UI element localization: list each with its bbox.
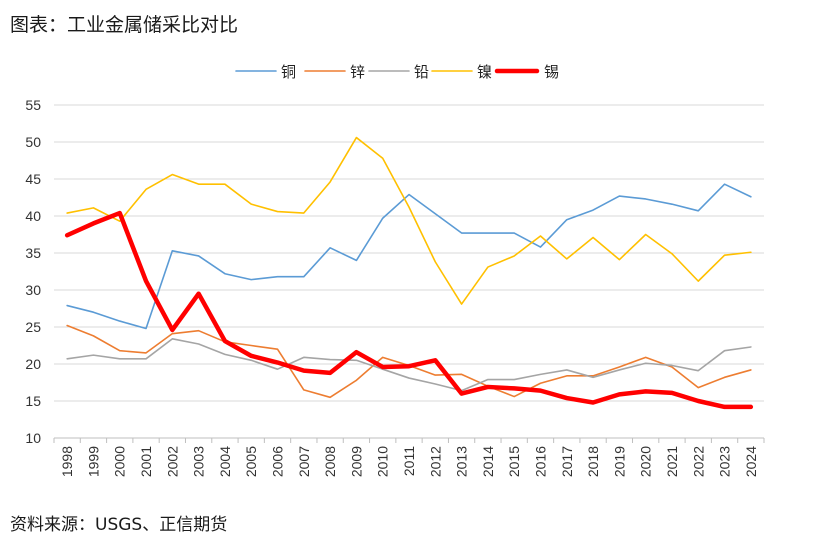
x-tick-label: 1998 (59, 446, 75, 477)
chart-title: 图表：工业金属储采比对比 (10, 14, 239, 36)
x-tick-label: 2006 (270, 446, 286, 477)
legend-label: 铅 (414, 63, 429, 81)
x-tick-label: 2018 (585, 446, 601, 477)
x-tick-label: 2005 (243, 446, 259, 477)
series-line-铅 (66, 338, 752, 392)
y-tick-label: 35 (25, 245, 41, 261)
y-tick-label: 40 (25, 208, 41, 224)
y-tick-label: 50 (25, 134, 41, 150)
x-tick-label: 2004 (217, 446, 233, 477)
series-line-镍 (66, 136, 752, 305)
x-tick-label: 2010 (375, 446, 391, 477)
x-tick-label: 2012 (427, 446, 443, 477)
x-tick-label: 2015 (506, 446, 522, 477)
x-tick-label: 2009 (348, 446, 364, 477)
series-line-锌 (66, 324, 752, 399)
x-tick-label: 2013 (454, 446, 470, 477)
x-tick-label: 2021 (664, 446, 680, 477)
y-tick-label: 10 (25, 430, 41, 446)
y-tick-label: 45 (25, 171, 41, 187)
x-tick-label: 2024 (743, 446, 759, 477)
y-tick-label: 30 (25, 282, 41, 298)
legend-label: 锌 (350, 63, 365, 81)
x-tick-label: 2002 (164, 446, 180, 477)
series-lines (64, 136, 754, 410)
y-tick-label: 55 (25, 97, 41, 113)
x-tick-label: 2008 (322, 446, 338, 477)
x-tick-label: 2003 (191, 446, 207, 477)
legend-label: 锡 (544, 63, 559, 81)
legend: 铜锌铅镍锡 (235, 63, 559, 81)
y-tick-label: 25 (25, 319, 41, 335)
series-line-铜 (66, 183, 752, 330)
x-tick-label: 2007 (296, 446, 312, 477)
x-axis-ticks: 1998 1999 2000 2001 2002 2003 2004 2005 2006 2007… (53, 438, 765, 477)
x-tick-label: 1999 (85, 446, 101, 477)
x-tick-label: 2023 (717, 446, 733, 477)
y-tick-label: 20 (25, 356, 41, 372)
x-tick-label: 2000 (112, 446, 128, 477)
y-tick-label: 15 (25, 393, 41, 409)
grid-lines (54, 104, 764, 439)
legend-label: 铜 (281, 63, 296, 81)
legend-label: 镍 (477, 63, 492, 81)
x-tick-label: 2020 (638, 446, 654, 477)
x-tick-label: 2016 (532, 446, 548, 477)
x-tick-label: 2022 (690, 446, 706, 477)
x-tick-label: 2014 (480, 446, 496, 477)
series-line-锡 (64, 210, 754, 410)
y-axis-ticks: 10 15 20 25 30 35 40 45 50 55 (25, 97, 41, 446)
source-note: 资料来源：USGS、正信期货 (10, 515, 228, 535)
x-tick-label: 2019 (611, 446, 627, 477)
x-tick-label: 2001 (138, 446, 154, 477)
x-tick-label: 2017 (559, 446, 575, 477)
x-tick-label: 2011 (401, 446, 417, 476)
